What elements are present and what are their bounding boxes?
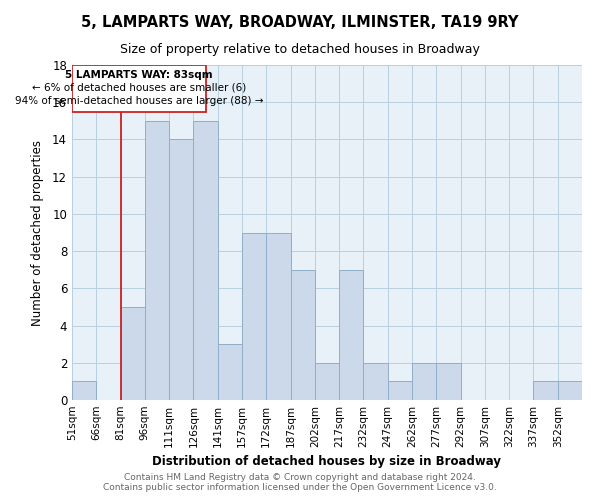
Text: 5, LAMPARTS WAY, BROADWAY, ILMINSTER, TA19 9RY: 5, LAMPARTS WAY, BROADWAY, ILMINSTER, TA… [81, 15, 519, 30]
Text: Contains HM Land Registry data © Crown copyright and database right 2024.: Contains HM Land Registry data © Crown c… [124, 474, 476, 482]
Bar [339, 270, 364, 400]
Bar [315, 363, 339, 400]
X-axis label: Distribution of detached houses by size in Broadway: Distribution of detached houses by size … [152, 456, 502, 468]
Text: ← 6% of detached houses are smaller (6): ← 6% of detached houses are smaller (6) [32, 82, 246, 92]
Text: Size of property relative to detached houses in Broadway: Size of property relative to detached ho… [120, 42, 480, 56]
Bar [364, 363, 388, 400]
Bar [266, 232, 290, 400]
Y-axis label: Number of detached properties: Number of detached properties [31, 140, 44, 326]
Bar [533, 382, 558, 400]
Text: 94% of semi-detached houses are larger (88) →: 94% of semi-detached houses are larger (… [14, 96, 263, 106]
Bar [72, 382, 96, 400]
Bar [436, 363, 461, 400]
Bar [558, 382, 582, 400]
Bar [412, 363, 436, 400]
Bar [145, 121, 169, 400]
Bar [193, 121, 218, 400]
Bar [169, 140, 193, 400]
Text: 5 LAMPARTS WAY: 83sqm: 5 LAMPARTS WAY: 83sqm [65, 70, 212, 80]
Bar [218, 344, 242, 400]
Bar [121, 307, 145, 400]
Bar [388, 382, 412, 400]
Bar [290, 270, 315, 400]
Bar [242, 232, 266, 400]
FancyBboxPatch shape [72, 65, 206, 112]
Text: Contains public sector information licensed under the Open Government Licence v3: Contains public sector information licen… [103, 484, 497, 492]
